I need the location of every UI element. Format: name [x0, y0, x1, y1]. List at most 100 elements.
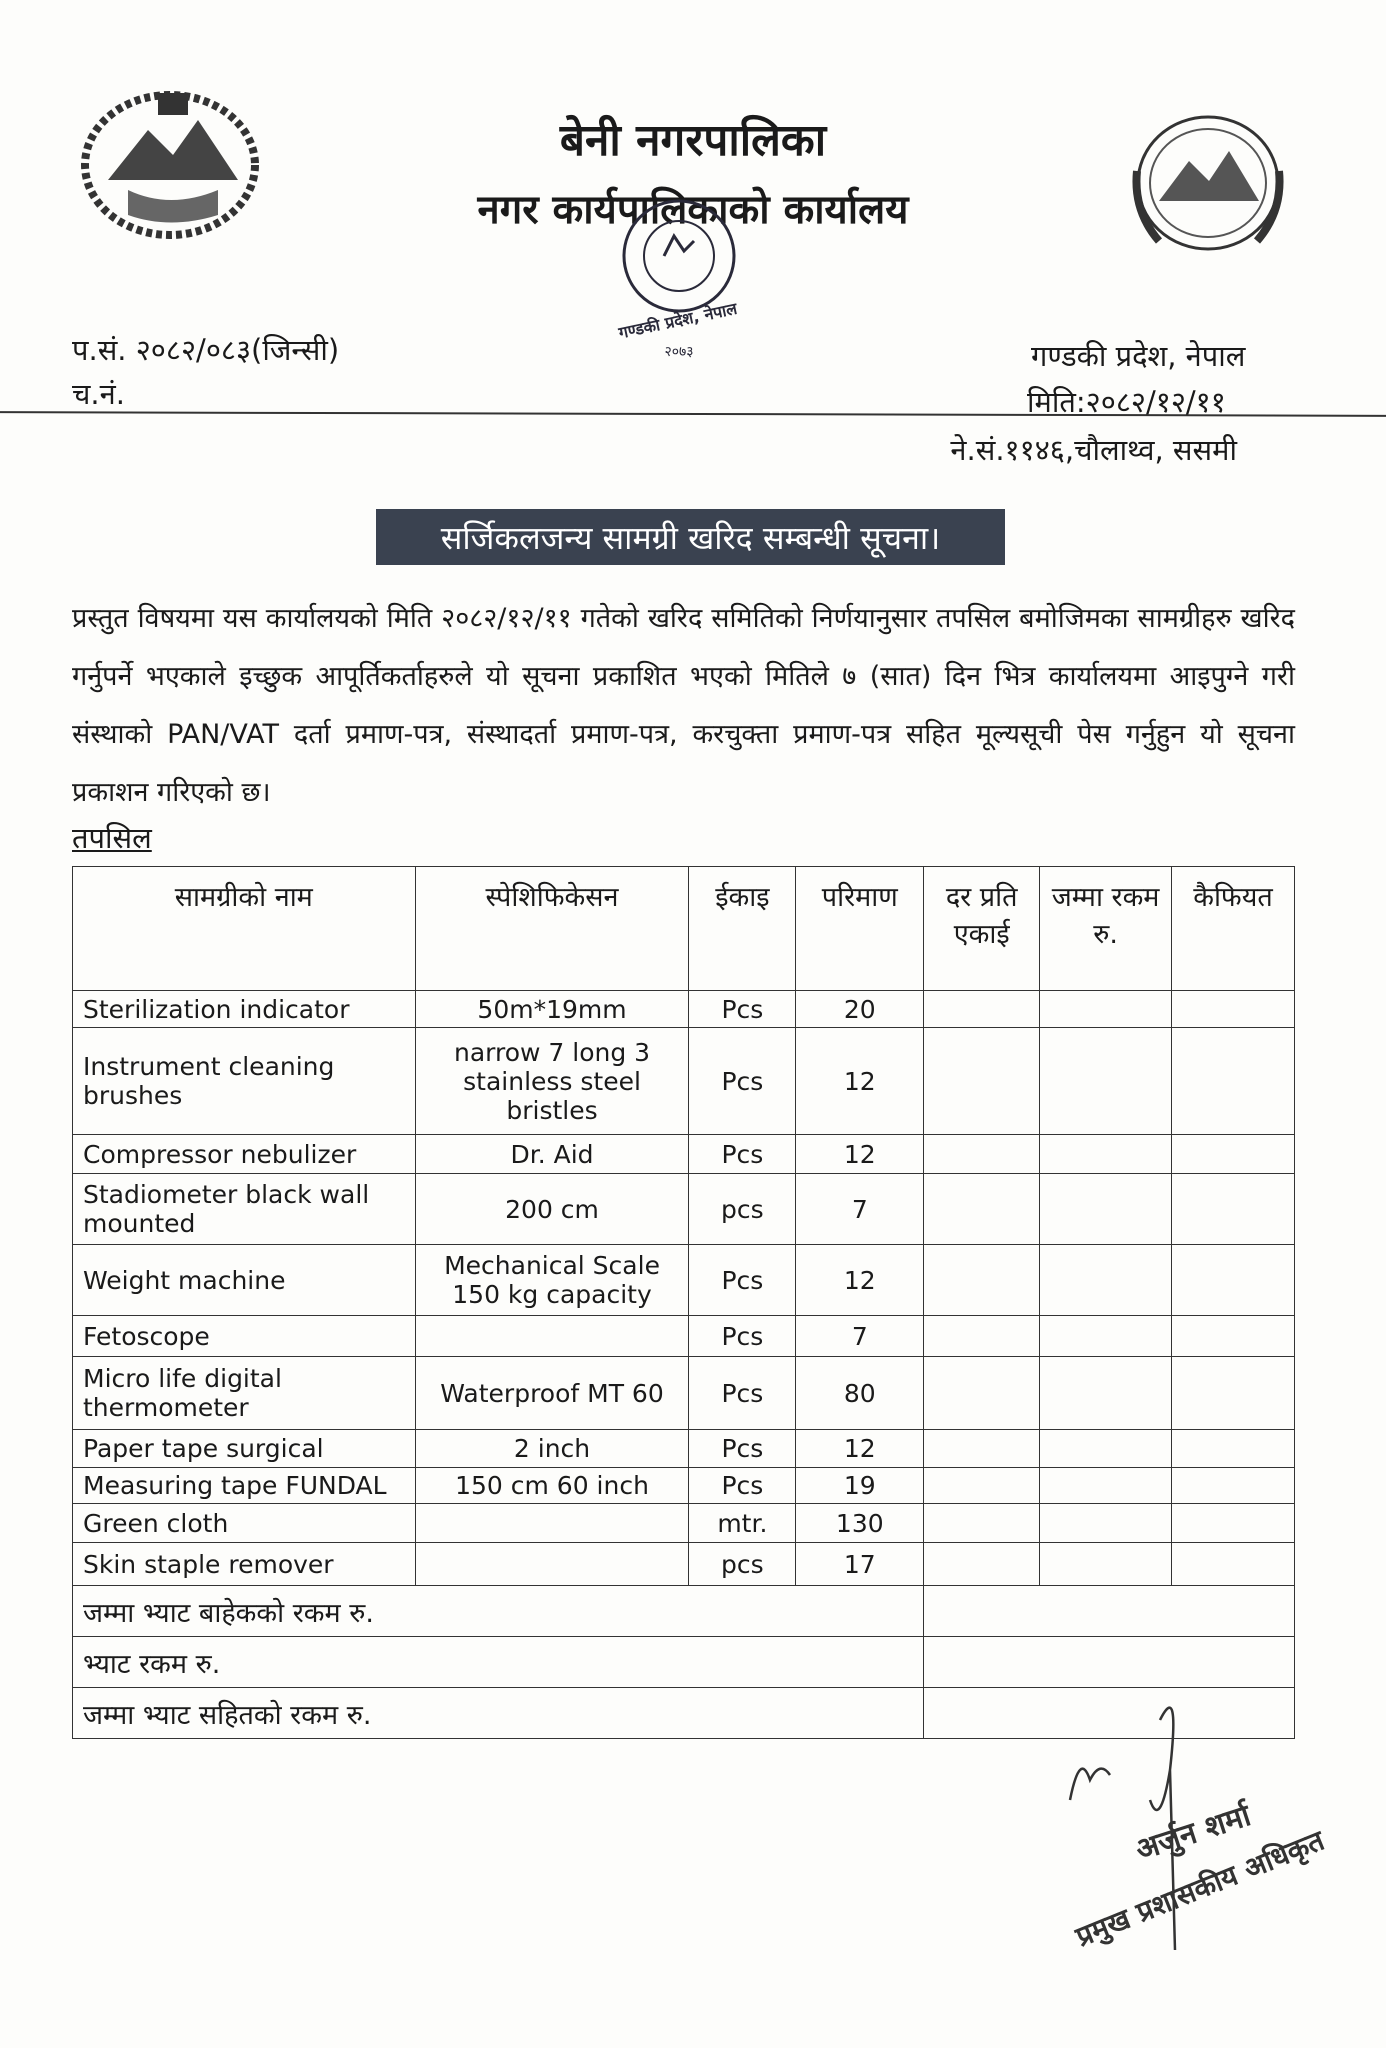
- summary-row: भ्याट रकम रु.: [71, 1636, 1295, 1688]
- header-quantity: परिमाण: [795, 866, 925, 991]
- header-unit: ईकाइ: [688, 866, 797, 991]
- municipality-name: बेनी नगरपालिका: [559, 115, 827, 166]
- header-item-name: सामग्रीको नाम: [72, 866, 416, 991]
- province: गण्डकी प्रदेश, नेपाल: [1031, 339, 1246, 373]
- specification-cell: Mechanical Scale 150 kg capacity: [414, 1244, 690, 1316]
- item-name-cell: Measuring tape FUNDAL: [72, 1467, 416, 1504]
- svg-text:गण्डकी प्रदेश, नेपाल: गण्डकी प्रदेश, नेपाल: [616, 299, 740, 343]
- specification-cell: narrow 7 long 3 stainless steel bristles: [414, 1027, 690, 1135]
- rate-cell: [923, 1542, 1041, 1586]
- summary-amount-cell: [923, 1687, 1295, 1739]
- unit-cell: Pcs: [688, 1467, 797, 1504]
- remarks-cell: [1171, 1356, 1295, 1430]
- total-cell: [1039, 1173, 1173, 1245]
- item-name-cell: Sterilization indicator: [72, 990, 416, 1028]
- remarks-cell: [1171, 1429, 1295, 1468]
- reference-number: प.सं. २०८२/०८३(जिन्सी): [72, 333, 340, 367]
- summary-label: भ्याट रकम रु.: [71, 1636, 925, 1688]
- table-header-row: सामग्रीको नाम स्पेशिफिकेसन ईकाइ परिमाण द…: [72, 866, 1295, 991]
- unit-cell: mtr.: [688, 1503, 797, 1543]
- total-cell: [1039, 1429, 1173, 1468]
- total-cell: [1039, 1503, 1173, 1543]
- table-row: Compressor nebulizer Dr. Aid Pcs 12: [72, 1134, 1295, 1174]
- handwritten-signature: [1068, 1706, 1177, 1950]
- office-stamp: गण्डकी प्रदेश, नेपाल २०७३: [616, 199, 740, 360]
- remarks-cell: [1171, 990, 1295, 1028]
- remarks-cell: [1171, 1134, 1295, 1174]
- remarks-cell: [1171, 1027, 1295, 1135]
- rate-cell: [923, 1173, 1041, 1245]
- total-cell: [1039, 1467, 1173, 1504]
- quantity-cell: 12: [795, 1429, 925, 1468]
- specification-cell: Dr. Aid: [414, 1134, 690, 1174]
- rate-cell: [923, 1315, 1041, 1357]
- rate-cell: [923, 990, 1041, 1028]
- unit-cell: Pcs: [688, 1429, 797, 1468]
- remarks-cell: [1171, 1467, 1295, 1504]
- table-row: Green cloth mtr. 130: [72, 1503, 1295, 1543]
- item-name-cell: Instrument cleaning brushes: [72, 1027, 416, 1135]
- table-row: Measuring tape FUNDAL 150 cm 60 inch Pcs 19: [72, 1467, 1295, 1504]
- table-row: Paper tape surgical 2 inch Pcs 12: [72, 1429, 1295, 1468]
- header-rate: दर प्रति एकाई: [923, 866, 1041, 991]
- unit-cell: Pcs: [688, 1134, 797, 1174]
- table-row: Sterilization indicator 50m*19mm Pcs 20: [72, 990, 1295, 1028]
- item-name-cell: Green cloth: [72, 1503, 416, 1543]
- header-specification: स्पेशिफिकेसन: [414, 866, 690, 991]
- quantity-cell: 12: [795, 1244, 925, 1316]
- table-row: Weight machine Mechanical Scale 150 kg ca…: [72, 1244, 1295, 1316]
- notice-title: सर्जिकलजन्य सामग्री खरिद सम्बन्धी सूचना।: [376, 509, 1005, 565]
- municipality-logo: [1132, 115, 1284, 251]
- quantity-cell: 12: [795, 1134, 925, 1174]
- specification-cell: [414, 1542, 690, 1586]
- quantity-cell: 17: [795, 1542, 925, 1586]
- rate-cell: [923, 1356, 1041, 1430]
- item-name-cell: Stadiometer black wall mounted: [72, 1173, 416, 1245]
- summary-amount-cell: [923, 1636, 1295, 1688]
- table-row: Stadiometer black wall mounted 200 cm pcs 7: [72, 1173, 1295, 1245]
- table-row: Instrument cleaning brushes narrow 7 long…: [72, 1027, 1295, 1135]
- header-total: जम्मा रकम रु.: [1039, 866, 1173, 991]
- item-name-cell: Skin staple remover: [72, 1542, 416, 1586]
- summary-label: जम्मा भ्याट बाहेकको रकम रु.: [71, 1585, 925, 1637]
- rate-cell: [923, 1503, 1041, 1543]
- specification-cell: 200 cm: [414, 1173, 690, 1245]
- remarks-cell: [1171, 1542, 1295, 1586]
- total-cell: [1039, 1315, 1173, 1357]
- notice-body: प्रस्तुत विषयमा यस कार्यालयको मिति २०८२/…: [72, 603, 1295, 808]
- rate-cell: [923, 1467, 1041, 1504]
- item-name-cell: Fetoscope: [72, 1315, 416, 1357]
- unit-cell: pcs: [688, 1173, 797, 1245]
- quantity-cell: 7: [795, 1315, 925, 1357]
- items-table: सामग्रीको नाम स्पेशिफिकेसन ईकाइ परिमाण द…: [71, 866, 1295, 1739]
- signature-block: अर्जुन शर्मा प्रमुख प्रशासकीय अधिकृत: [1050, 1690, 1370, 1953]
- quantity-cell: 19: [795, 1467, 925, 1504]
- summary-amount-cell: [923, 1585, 1295, 1637]
- summary-label: जम्मा भ्याट सहितको रकम रु.: [71, 1687, 925, 1739]
- rate-cell: [923, 1429, 1041, 1468]
- header-remarks: कैफियत: [1171, 866, 1295, 991]
- specification-cell: [414, 1503, 690, 1543]
- unit-cell: Pcs: [688, 1356, 797, 1430]
- rate-cell: [923, 1027, 1041, 1135]
- remarks-cell: [1171, 1173, 1295, 1245]
- table-row: Micro life digital thermometer Waterproof…: [72, 1356, 1295, 1430]
- total-cell: [1039, 1356, 1173, 1430]
- item-name-cell: Weight machine: [72, 1244, 416, 1316]
- specification-cell: 50m*19mm: [414, 990, 690, 1028]
- quantity-cell: 80: [795, 1356, 925, 1430]
- quantity-cell: 20: [795, 990, 925, 1028]
- rate-cell: [923, 1244, 1041, 1316]
- unit-cell: Pcs: [688, 1244, 797, 1316]
- quantity-cell: 130: [795, 1503, 925, 1543]
- total-cell: [1039, 1244, 1173, 1316]
- nepal-sambat-date: ने.सं.११४६,चौलाथ्व, ससमी: [950, 433, 1237, 467]
- item-name-cell: Micro life digital thermometer: [72, 1356, 416, 1430]
- item-name-cell: Paper tape surgical: [72, 1429, 416, 1468]
- rate-cell: [923, 1134, 1041, 1174]
- total-cell: [1039, 990, 1173, 1028]
- specification-cell: 2 inch: [414, 1429, 690, 1468]
- office-name: नगर कार्यपालिकाको कार्यालय: [477, 187, 909, 233]
- specification-cell: [414, 1315, 690, 1357]
- table-row: Fetoscope Pcs 7: [72, 1315, 1295, 1357]
